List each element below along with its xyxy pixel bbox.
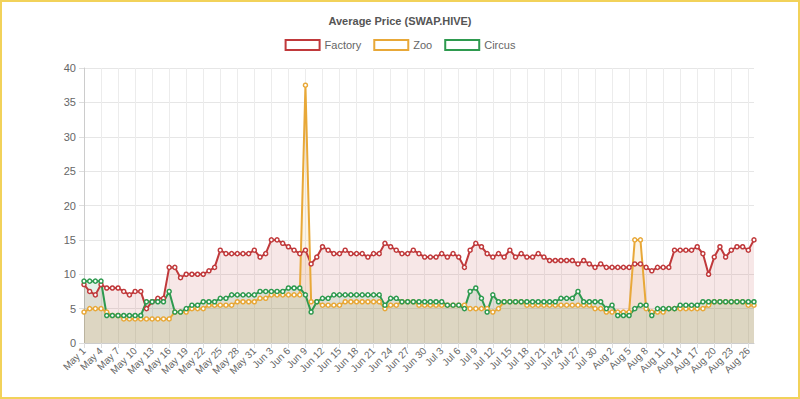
svg-text:May 10: May 10 <box>108 345 139 376</box>
svg-text:Average Price (SWAP.HIVE): Average Price (SWAP.HIVE) <box>328 15 471 27</box>
svg-text:Jul 9: Jul 9 <box>457 345 480 368</box>
svg-text:Jul 21: Jul 21 <box>521 345 548 372</box>
svg-text:5: 5 <box>70 303 76 315</box>
svg-text:20: 20 <box>64 200 76 212</box>
svg-text:Factory: Factory <box>325 39 362 51</box>
svg-text:May 16: May 16 <box>142 345 174 376</box>
svg-text:40: 40 <box>64 62 76 74</box>
svg-text:Jun 27: Jun 27 <box>382 345 412 375</box>
svg-text:15: 15 <box>64 234 76 246</box>
svg-text:Jun 6: Jun 6 <box>267 345 293 371</box>
svg-text:Jul 18: Jul 18 <box>504 345 531 372</box>
svg-text:Aug 8: Aug 8 <box>623 345 650 372</box>
svg-text:Aug 5: Aug 5 <box>606 345 633 372</box>
svg-text:May 4: May 4 <box>77 345 105 373</box>
svg-text:Jul 15: Jul 15 <box>487 345 514 372</box>
svg-text:Jun 21: Jun 21 <box>348 345 378 375</box>
svg-text:Jun 24: Jun 24 <box>365 345 395 375</box>
svg-text:0: 0 <box>70 337 76 349</box>
svg-text:May 22: May 22 <box>176 345 208 376</box>
svg-text:Jul 24: Jul 24 <box>538 345 565 372</box>
svg-text:35: 35 <box>64 96 76 108</box>
svg-text:May 25: May 25 <box>193 345 225 376</box>
svg-text:May 7: May 7 <box>94 345 122 373</box>
svg-text:Jul 30: Jul 30 <box>572 345 599 372</box>
svg-text:Aug 14: Aug 14 <box>653 345 685 376</box>
svg-text:Aug 2: Aug 2 <box>589 345 616 372</box>
svg-text:Jul 6: Jul 6 <box>439 345 463 368</box>
svg-text:Aug 11: Aug 11 <box>637 345 667 375</box>
svg-text:Jun 9: Jun 9 <box>284 345 310 371</box>
svg-text:May 1: May 1 <box>60 345 88 373</box>
svg-text:Jun 18: Jun 18 <box>331 345 361 375</box>
svg-text:Aug 23: Aug 23 <box>705 345 736 376</box>
svg-text:May 31: May 31 <box>227 345 259 376</box>
svg-text:Aug 26: Aug 26 <box>722 345 752 375</box>
svg-text:Jun 15: Jun 15 <box>314 345 344 375</box>
svg-text:Jun 3: Jun 3 <box>250 345 276 371</box>
svg-text:Zoo: Zoo <box>413 39 432 51</box>
svg-text:May 28: May 28 <box>210 345 242 376</box>
svg-text:Circus: Circus <box>484 39 516 51</box>
svg-text:Aug 20: Aug 20 <box>688 345 719 376</box>
svg-text:25: 25 <box>64 165 76 177</box>
svg-text:Jul 3: Jul 3 <box>422 345 446 368</box>
svg-text:Aug 17: Aug 17 <box>670 345 702 376</box>
svg-text:30: 30 <box>64 131 76 143</box>
svg-text:May 13: May 13 <box>125 345 156 376</box>
svg-text:Jul 12: Jul 12 <box>470 345 497 372</box>
svg-text:Jun 12: Jun 12 <box>297 345 327 375</box>
svg-text:10: 10 <box>64 268 76 280</box>
svg-text:Jul 27: Jul 27 <box>555 345 582 372</box>
svg-text:Jun 30: Jun 30 <box>399 345 429 375</box>
svg-text:May 19: May 19 <box>159 345 191 376</box>
